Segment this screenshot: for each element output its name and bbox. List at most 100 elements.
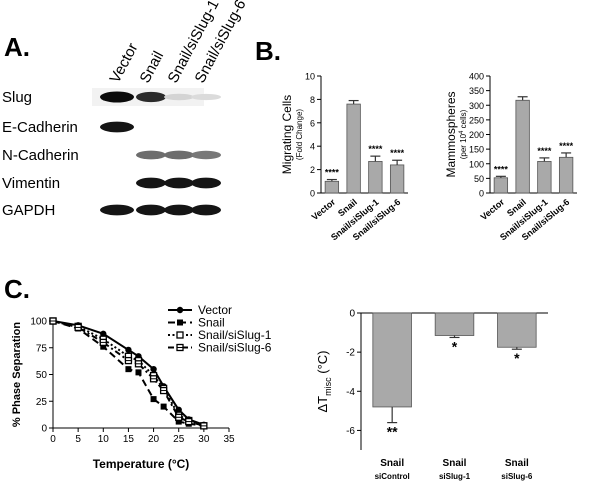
y-tick-label: 0 (349, 309, 355, 320)
data-point (124, 356, 133, 365)
data-point (159, 386, 168, 395)
legend-item: Snail (168, 316, 225, 330)
x-tick-label: Vector (310, 197, 338, 223)
x-tick-label: 10 (98, 434, 110, 445)
y-axis-sublabel-end: cells) (459, 109, 468, 130)
y-tick-label: 4 (310, 142, 315, 152)
blot-band (100, 91, 134, 103)
x-tick-sublabel: siSlug-1 (439, 472, 471, 481)
blot-band (136, 177, 166, 189)
blot-band (136, 91, 166, 103)
y-axis-label: ΔTmisc (°C) (315, 351, 333, 413)
y-tick-label: 10 (305, 72, 315, 82)
y-tick-label: -6 (346, 426, 355, 437)
bar (558, 156, 574, 194)
y-tick-label: 2 (310, 165, 315, 175)
legend-item: Snail/siSlug-6 (168, 341, 272, 355)
significance-label: * (452, 338, 458, 354)
lane-label: Snail (137, 48, 168, 85)
western-blot: Slug E-Cadherin N-Cadherin Vimentin GAPDH (2, 88, 221, 219)
y-tick-label: 350 (469, 86, 484, 96)
legend-label: Vector (198, 303, 232, 317)
blot-row (100, 121, 134, 133)
data-point (200, 422, 208, 430)
y-tick-label: 25 (36, 397, 48, 408)
panel-label-b: B. (255, 36, 281, 66)
data-point (134, 360, 143, 368)
significance-label: **** (368, 144, 383, 154)
y-axis-sublabel: (per 104 cells) (459, 109, 468, 159)
series-line (52, 320, 205, 427)
y-axis-label: Mammospheres (444, 91, 458, 177)
y-tick-label: 0 (310, 189, 315, 199)
panel-label-c: C. (4, 274, 30, 304)
x-tick-label: 35 (223, 434, 235, 445)
data-point (135, 369, 142, 376)
x-tick-label: Vector (479, 197, 507, 223)
blot-band (136, 150, 166, 160)
blot-row-label: N-Cadherin (2, 147, 79, 164)
blot-band (191, 204, 221, 216)
blot-band (164, 177, 194, 189)
data-point (175, 418, 182, 425)
y-axis-label: % Phase Separation (11, 322, 23, 427)
y-axis-label-unit: (°C) (315, 351, 330, 378)
data-point (49, 317, 57, 325)
significance-label: **** (325, 168, 340, 178)
blot-band (100, 204, 134, 216)
x-tick-label: 30 (198, 434, 210, 445)
y-tick-label: 250 (469, 115, 484, 125)
y-tick-label: 50 (36, 370, 48, 381)
blot-band (191, 150, 221, 160)
legend-marker (176, 343, 184, 352)
y-axis-sublabel-sup: 4 (459, 130, 465, 134)
series-line (52, 320, 205, 427)
blot-row (136, 177, 221, 189)
blot-row-label: Vimentin (2, 175, 60, 192)
x-tick-label: Snail (443, 458, 467, 469)
legend-marker (177, 319, 183, 326)
panel-label-a: A. (4, 32, 30, 62)
mammospheres-chart: 050100150200250300350400****VectorSnail*… (444, 72, 577, 242)
significance-label: **** (537, 146, 552, 156)
legend-label: Snail (198, 316, 225, 330)
data-point (125, 346, 132, 354)
legend-item: Vector (168, 303, 232, 317)
data-point (74, 323, 82, 332)
data-point (150, 365, 157, 373)
y-tick-label: 200 (469, 130, 484, 140)
blot-band (191, 177, 221, 189)
data-point (100, 343, 107, 350)
y-tick-label: 50 (474, 174, 484, 184)
bar (368, 161, 383, 194)
y-tick-label: -4 (346, 387, 355, 398)
x-axis-label: Temperature (°C) (93, 457, 190, 471)
blot-row (100, 204, 221, 216)
blot-band (164, 204, 194, 216)
x-tick-label: 15 (123, 434, 135, 445)
x-tick-label: Snail (505, 458, 529, 469)
y-tick-label: 75 (36, 343, 48, 354)
y-tick-label: -2 (346, 348, 355, 359)
x-tick-sublabel: siSlug-6 (501, 472, 533, 481)
blot-band (100, 121, 134, 133)
y-tick-label: 400 (469, 72, 484, 82)
legend-marker (176, 331, 184, 339)
y-tick-label: 100 (30, 317, 47, 328)
x-tick-sublabel: siControl (375, 472, 410, 481)
legend-marker (176, 306, 184, 314)
blot-band (164, 93, 194, 101)
blot-row-label: GAPDH (2, 202, 55, 219)
blot-band (164, 150, 194, 160)
data-point (125, 366, 132, 373)
x-tick-label: 25 (173, 434, 185, 445)
blot-row (136, 150, 221, 160)
data-point (160, 403, 167, 410)
phase-separation-chart: 0 5 10 15 20 25 30 35 0 25 50 75 100 Temperature (°C)… (11, 317, 235, 472)
legend-item: Snail/siSlug-1 (168, 328, 272, 342)
y-axis-label-sub: misc (323, 377, 333, 396)
y-tick-label: 0 (41, 424, 47, 435)
data-point (149, 375, 158, 383)
